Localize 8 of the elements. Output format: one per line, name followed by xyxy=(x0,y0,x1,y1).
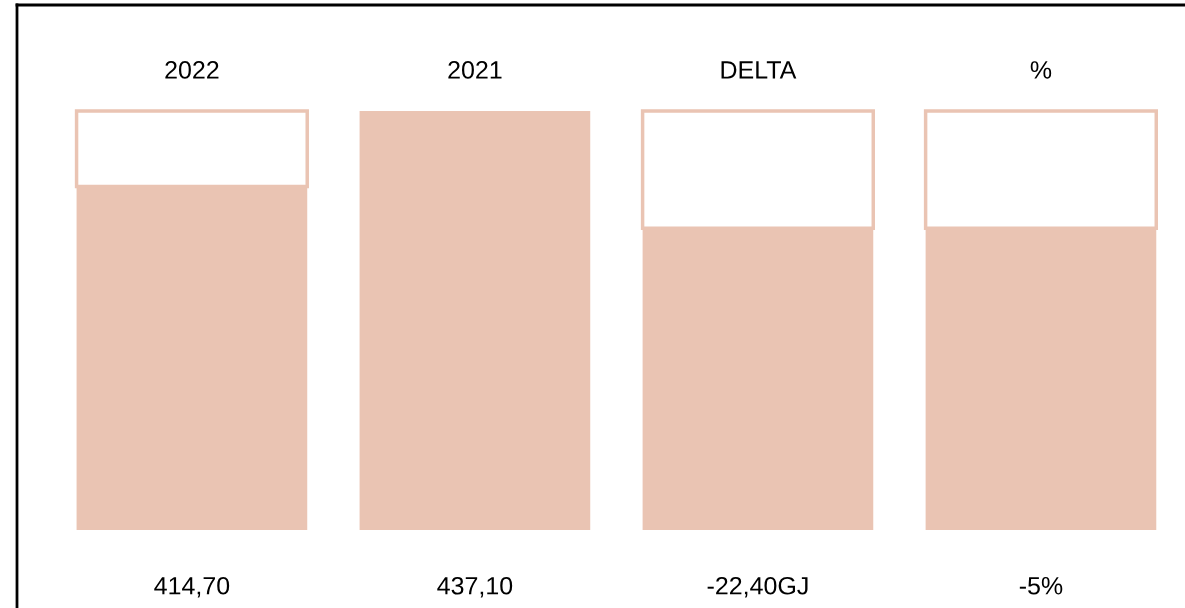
text: -5% xyxy=(1019,577,1063,595)
text: 414,70 xyxy=(154,576,230,598)
text: -22,40GJ xyxy=(707,576,808,598)
x-tick-label: DELTA xyxy=(721,61,797,79)
x-tick-label: 2021 xyxy=(448,61,502,79)
x-tick-label: % xyxy=(1030,61,1052,79)
x-tick-label: 2022 xyxy=(165,61,219,79)
text: 437,10 xyxy=(437,576,513,598)
